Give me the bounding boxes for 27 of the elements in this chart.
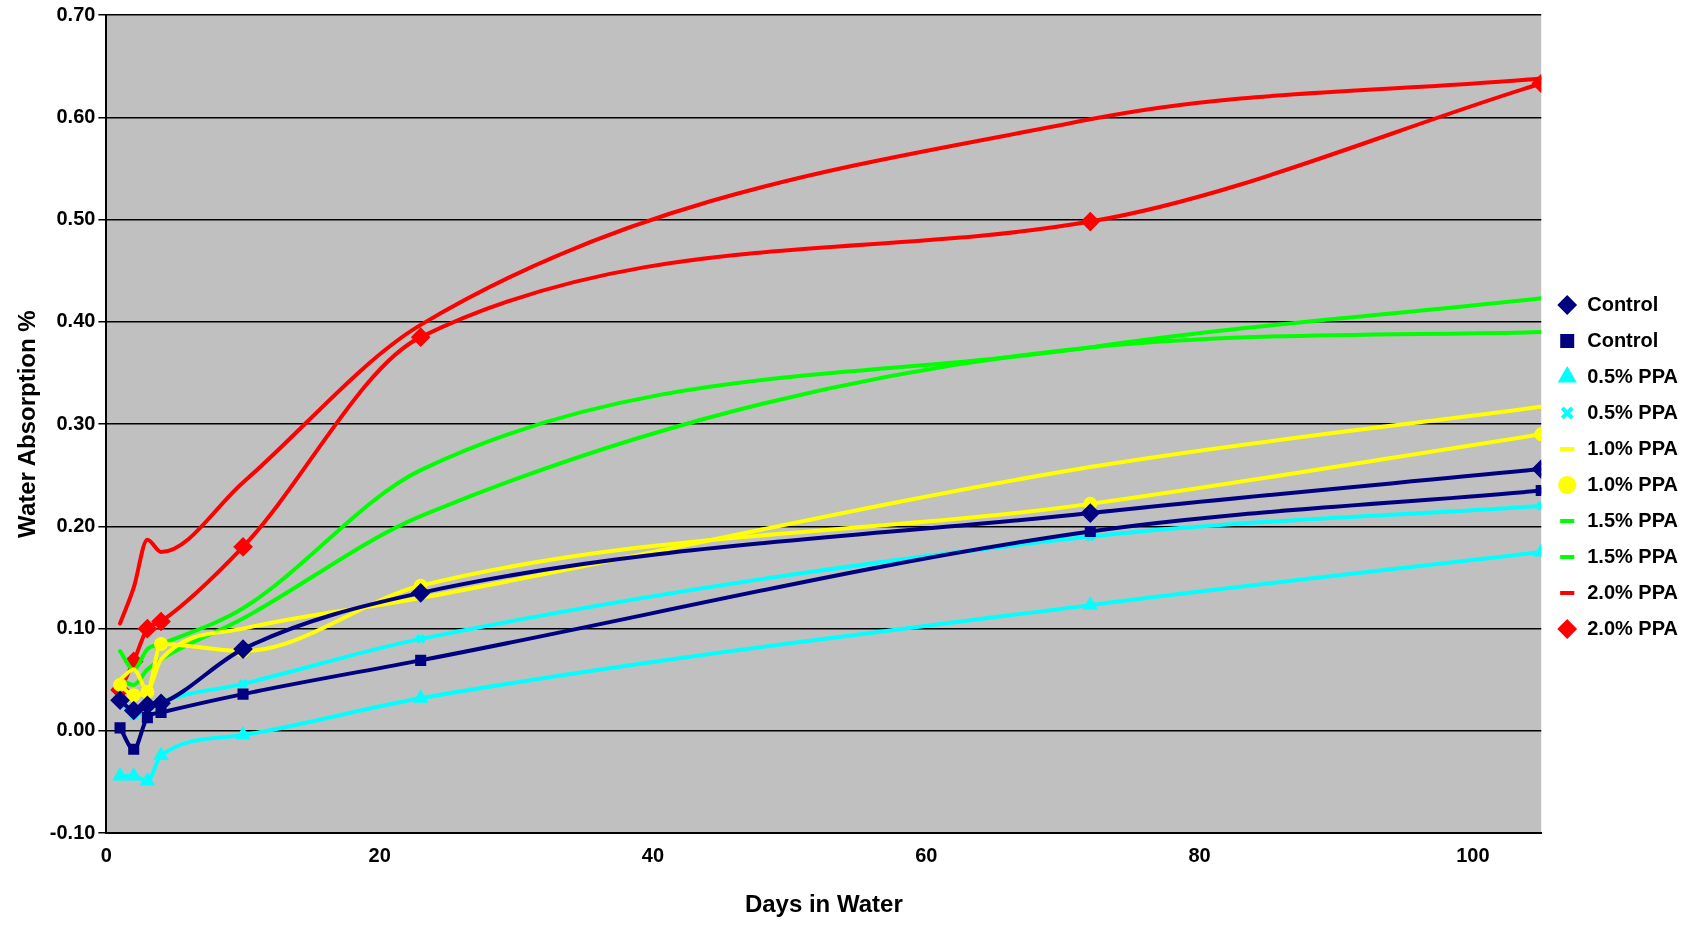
legend-label: 2.0% PPA [1587, 580, 1678, 603]
legend-label: 1.0% PPA [1587, 472, 1678, 495]
legend-label: 1.0% PPA [1587, 436, 1678, 459]
y-tick-label: 0.70 [56, 2, 96, 25]
y-tick-label: 0.30 [56, 411, 96, 434]
y-tick-label: 0.00 [56, 718, 96, 741]
x-axis-title: Days in Water [744, 890, 903, 918]
y-tick-label: 0.10 [56, 616, 96, 639]
x-tick-label: 60 [915, 843, 938, 866]
y-tick-label: -0.10 [49, 820, 96, 843]
y-tick-label: 0.50 [56, 207, 96, 230]
y-axis-title: Water Absorption % [13, 310, 41, 538]
legend-label: 0.5% PPA [1587, 364, 1678, 387]
legend-label: 1.5% PPA [1587, 508, 1678, 531]
x-tick-label: 40 [641, 843, 665, 866]
x-tick-label: 100 [1456, 843, 1490, 866]
x-tick-label: 80 [1188, 843, 1211, 866]
y-tick-label: 0.60 [56, 104, 96, 127]
legend-label: Control [1587, 292, 1659, 315]
legend-label: 0.5% PPA [1587, 400, 1678, 423]
legend-label: 2.0% PPA [1587, 616, 1678, 639]
x-tick-label: 20 [368, 843, 391, 866]
y-tick-label: 0.20 [56, 513, 96, 536]
legend-label: 1.5% PPA [1587, 544, 1678, 567]
legend-label: Control [1587, 328, 1659, 351]
x-tick-label: 0 [100, 843, 112, 866]
y-tick-label: 0.40 [56, 309, 96, 332]
